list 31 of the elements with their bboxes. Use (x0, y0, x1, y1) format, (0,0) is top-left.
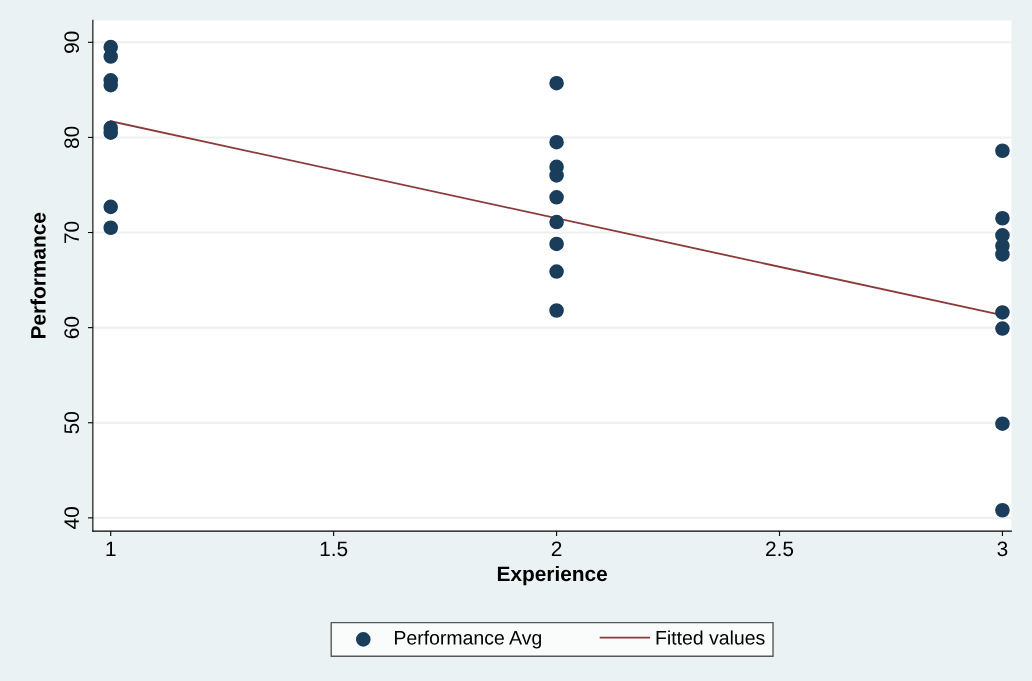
point (549, 236, 564, 252)
point (995, 321, 1010, 336)
x-tick-label: 2.5 (766, 541, 794, 557)
point (995, 305, 1010, 320)
y-axis-title: Performance (30, 212, 46, 339)
point (103, 49, 118, 64)
y-tick-label: 70 (64, 221, 80, 244)
y-tick-label: 40 (64, 507, 80, 529)
y-tick-label: 50 (64, 411, 80, 434)
point (995, 143, 1010, 159)
x-tick-label: 3 (997, 541, 1008, 557)
point (995, 210, 1010, 226)
point (549, 214, 564, 230)
point (549, 75, 564, 91)
point (995, 502, 1010, 518)
y-tick-label: 90 (64, 31, 80, 53)
point (549, 303, 564, 318)
x-tick-label: 1 (106, 541, 116, 556)
y-tick-label: 60 (64, 316, 80, 339)
point (549, 264, 564, 279)
x-axis-title: Experience (497, 565, 607, 586)
x-tick-label: 2 (551, 541, 562, 556)
legend-label: Fitted values (656, 630, 765, 645)
point (549, 190, 564, 205)
y-tick-label: 80 (64, 126, 80, 149)
x-tick-label: 1.5 (320, 541, 348, 557)
legend-label: Performance Avg (395, 630, 541, 649)
point (995, 416, 1010, 431)
point (103, 199, 118, 215)
point (103, 220, 118, 236)
point (549, 134, 564, 150)
